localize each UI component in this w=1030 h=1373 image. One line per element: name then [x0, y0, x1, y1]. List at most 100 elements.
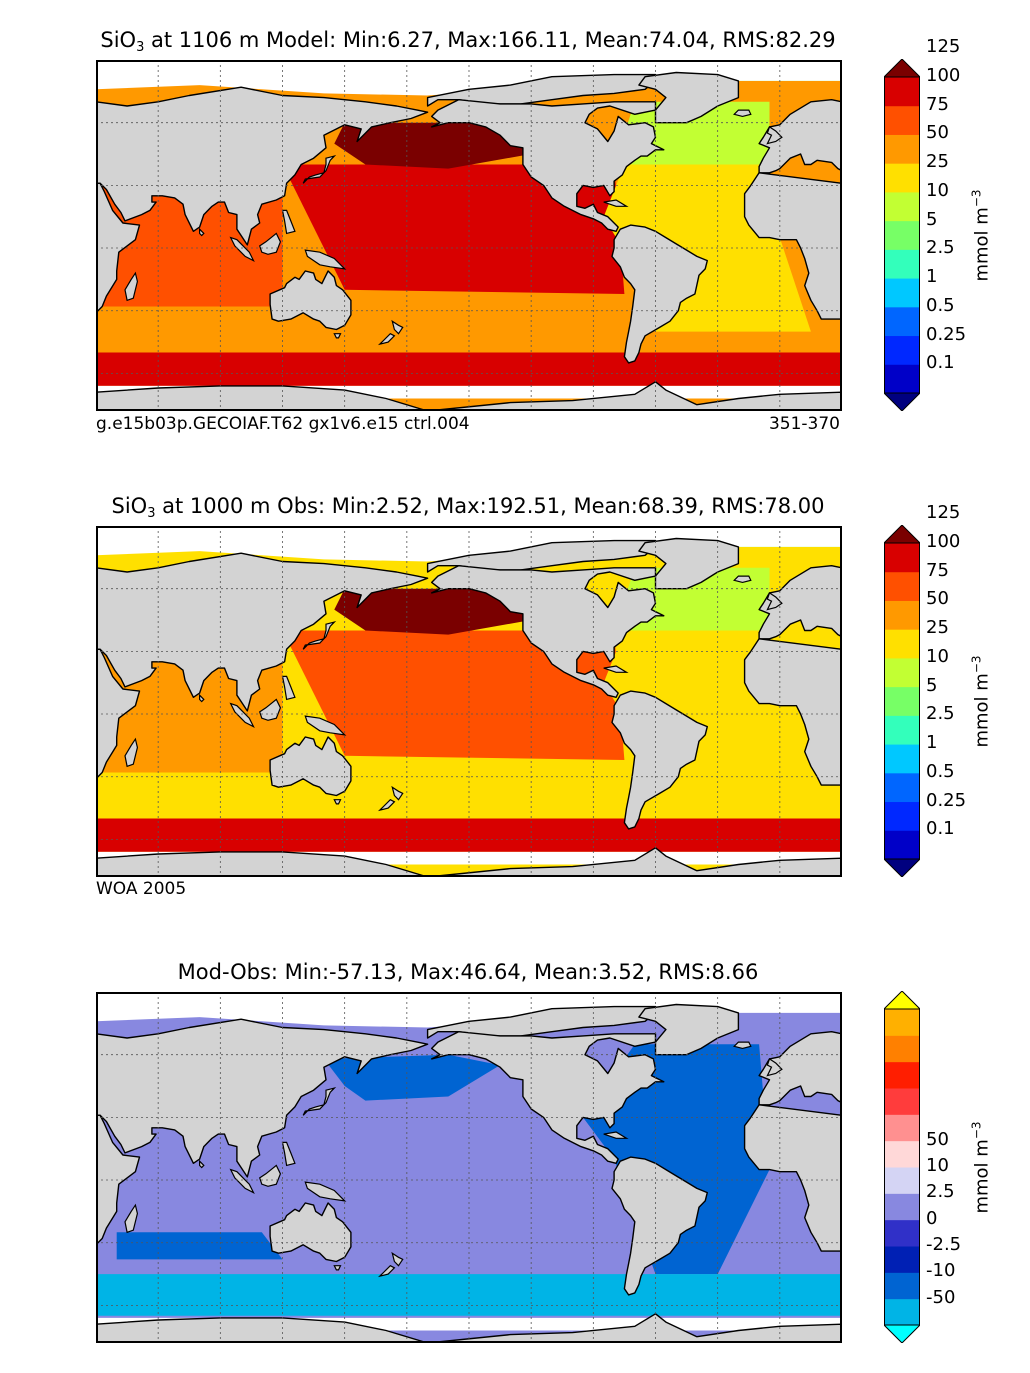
colorbar-tick-label: 0.1	[926, 818, 955, 840]
colorbar-swatch	[884, 629, 920, 659]
island-madagascar	[124, 271, 139, 302]
unit-exponent: −3	[969, 655, 984, 674]
colorbar-tick-label: 50	[926, 122, 949, 144]
panel-diff-colorbar	[884, 991, 920, 1343]
colorbar-tick-label: 10	[926, 1155, 949, 1176]
colorbar-tick-label: 75	[926, 559, 949, 581]
island-newguinea	[304, 1181, 347, 1202]
colorbar-swatch	[884, 744, 920, 774]
colorbar-swatch	[884, 191, 920, 222]
colorbar-swatch	[884, 249, 920, 279]
colorbar-swatch	[884, 77, 920, 107]
colorbar-tick-label: 0.5	[926, 294, 955, 316]
island-philippines	[281, 1141, 296, 1167]
colorbar-tick-label: 1	[926, 266, 938, 288]
colorbar-swatch	[884, 335, 920, 365]
land-australia	[269, 1202, 352, 1263]
colorbar-max-extension	[884, 991, 920, 1010]
land-greenland	[638, 71, 740, 124]
panel-model-title: SiO3 at 1106 m Model: Min:6.27, Max:166.…	[28, 28, 908, 55]
island-newzealand-s	[377, 332, 396, 346]
title-stats: at 1106 m Model: Min:6.27, Max:166.11, M…	[144, 28, 836, 52]
colorbar-max-extension	[884, 525, 920, 544]
colorbar-swatch	[884, 163, 920, 193]
graticule	[96, 526, 842, 877]
island-cuba	[603, 199, 629, 207]
colorbar-tick-label: 50	[926, 588, 949, 610]
island-cuba	[603, 1131, 629, 1139]
indian-south-region	[116, 1232, 283, 1260]
colorbar-swatch	[884, 1167, 920, 1194]
title-stats: at 1000 m Obs: Min:2.52, Max:192.51, Mea…	[155, 494, 825, 518]
colorbar-tick-label: 75	[926, 93, 949, 115]
colorbar-swatch	[884, 1035, 920, 1063]
colorbar-tick-label: 2.5	[926, 703, 955, 725]
island-newzealand-n	[391, 785, 404, 801]
panel-model-years-label: 351-370	[768, 414, 840, 434]
colorbar-tick-label: 25	[926, 617, 949, 639]
colorbar-swatch	[884, 1219, 920, 1247]
colorbar-frame	[884, 542, 920, 860]
land-greenland	[638, 1003, 740, 1056]
land-africa-w	[743, 638, 842, 786]
island-uk	[766, 125, 783, 145]
colorbar-swatch	[884, 543, 920, 573]
colorbar-tick-label: 2.5	[926, 237, 955, 259]
atlantic-region	[583, 1044, 770, 1275]
island-newguinea	[304, 715, 347, 736]
colorbar-swatch	[884, 105, 920, 135]
land-greenland	[638, 537, 740, 590]
colorbar-min-extension	[884, 858, 920, 877]
island-borneo	[258, 698, 282, 721]
colorbar-swatch	[884, 801, 920, 831]
colorbar-tick-label: -50	[926, 1286, 956, 1308]
colorbar-tick-label: 0.25	[926, 789, 967, 811]
colorbar-swatch	[884, 1061, 920, 1089]
colorbar-tick-label: 50	[926, 1128, 949, 1150]
colorbar-min-extension	[884, 1324, 920, 1343]
colorbar-tick-label: 125	[926, 36, 961, 58]
panel-model-case-label: g.e15b03p.GECOIAF.T62 gx1v6.e15 ctrl.004	[96, 414, 470, 434]
colorbar-tick-label: 100	[926, 65, 961, 86]
colorbar-swatch	[884, 772, 920, 803]
colorbar-swatch	[884, 1298, 920, 1326]
island-cuba	[603, 665, 629, 673]
colorbar-swatch	[884, 1193, 920, 1221]
colorbar-swatch	[884, 1009, 920, 1036]
colorbar-swatch	[884, 1114, 920, 1142]
island-japan	[302, 154, 337, 184]
unit-exponent: −3	[969, 189, 984, 208]
title-subscript: 3	[147, 506, 156, 521]
indian-ocean-region	[96, 185, 283, 307]
panel-model-colorbar-unit: mmol m−3	[970, 189, 993, 281]
colorbar-tick-label: 10	[926, 179, 949, 201]
colorbar-swatch	[884, 278, 920, 308]
colorbar-swatch	[884, 657, 920, 688]
island-sri-lanka	[198, 227, 205, 237]
colorbar-tick-label: 10	[926, 645, 949, 667]
colorbar-swatch	[884, 306, 920, 337]
unit-text: mmol m	[971, 673, 993, 748]
unit-text: mmol m	[971, 1139, 993, 1214]
colorbar-min-extension	[884, 392, 920, 411]
land-na-main	[431, 565, 665, 699]
graticule	[96, 992, 842, 1343]
colorbar-frame	[884, 1008, 920, 1326]
island-sumatra	[229, 1168, 255, 1194]
colorbar-swatch	[884, 1088, 920, 1115]
land-south-america	[611, 224, 708, 364]
southern-ocean-region	[96, 1274, 842, 1316]
island-sri-lanka	[198, 1159, 205, 1169]
panel-diff-title: Mod-Obs: Min:-57.13, Max:46.64, Mean:3.5…	[28, 960, 908, 984]
colorbar-frame	[884, 76, 920, 394]
island-borneo	[258, 1164, 282, 1187]
island-newguinea	[304, 249, 347, 270]
colorbar-tick-label: -10	[926, 1260, 956, 1282]
land-australia	[269, 736, 352, 797]
island-newzealand-s	[377, 1264, 396, 1278]
colorbar-swatch	[884, 686, 920, 716]
island-newzealand-n	[391, 1251, 404, 1267]
map-frame	[96, 60, 842, 411]
colorbar-swatch	[884, 364, 920, 394]
equatorial-pacific-region	[282, 630, 625, 760]
